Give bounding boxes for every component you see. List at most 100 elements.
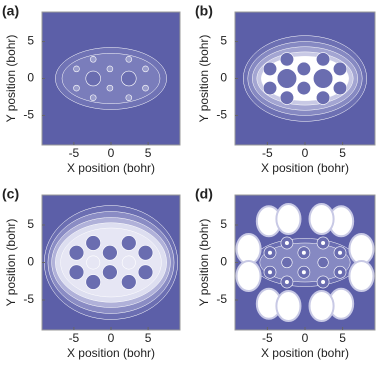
x-tick-label: 0: [302, 146, 309, 160]
atom-contour: [106, 65, 114, 73]
atom-contour: [85, 235, 101, 251]
atom-contour: [137, 245, 154, 261]
ring-center: [121, 255, 136, 270]
atom-core: [267, 250, 272, 255]
atom-contour: [279, 52, 295, 67]
y-axis-label: Y position (bohr): [197, 35, 211, 123]
contour-lobe: [348, 233, 375, 265]
x-axis-label: X position (bohr): [67, 346, 155, 360]
atom-contour: [315, 52, 331, 67]
contour-band: [261, 56, 349, 101]
y-axis-label: Y position (bohr): [4, 35, 18, 123]
atom-contour: [296, 61, 311, 76]
y-tick-label: 5: [220, 34, 227, 48]
x-tick-label: 5: [145, 146, 152, 160]
y-tick-label: -5: [216, 292, 227, 306]
y-axis-label: Y position (bohr): [197, 219, 211, 307]
y-tick-label: 5: [27, 217, 34, 231]
contour-lobe: [275, 290, 302, 322]
x-tick-label: -5: [262, 146, 273, 160]
atom-contour: [89, 94, 97, 101]
ring-center: [317, 256, 329, 269]
atom-contour: [102, 245, 118, 261]
ring-center: [85, 70, 101, 87]
panel-label: (b): [195, 3, 213, 19]
y-tick-label: -5: [23, 292, 34, 306]
atom-core: [301, 250, 306, 255]
contour-band: [60, 227, 162, 298]
panel-label: (a): [2, 3, 19, 19]
atom-contour: [315, 90, 331, 105]
panel-label: (c): [2, 186, 19, 202]
x-tick-label: 5: [145, 331, 152, 345]
x-tick-label: 5: [339, 146, 346, 160]
y-tick-label: 0: [220, 71, 227, 85]
atom-contour: [73, 84, 80, 92]
atom-contour: [106, 84, 114, 92]
contour-band: [259, 242, 351, 283]
x-tick-label: 0: [108, 331, 115, 345]
atom-contour: [68, 245, 85, 261]
ring-center: [281, 256, 293, 269]
contour-lobe: [308, 290, 335, 322]
atom-contour: [262, 61, 278, 76]
y-tick-label: 5: [27, 34, 34, 48]
atom-core: [284, 241, 289, 245]
contour-band: [61, 53, 161, 104]
atom-contour: [85, 274, 101, 290]
atom-contour: [332, 81, 348, 96]
x-axis-label: X position (bohr): [67, 161, 155, 175]
atom-contour: [332, 61, 348, 76]
contour-lobe: [235, 233, 262, 265]
atom-contour: [296, 81, 311, 96]
y-axis-label: Y position (bohr): [4, 219, 18, 307]
panel-label: (d): [195, 186, 213, 202]
atom-contour: [125, 94, 133, 101]
x-tick-label: 0: [302, 331, 309, 345]
x-tick-label: -5: [262, 331, 273, 345]
atom-contour: [121, 274, 137, 290]
atom-core: [321, 241, 326, 245]
atom-core: [301, 270, 306, 275]
atom-contour: [121, 235, 137, 251]
y-tick-label: -5: [23, 108, 34, 122]
contour-lobe: [275, 203, 302, 235]
ring-center: [121, 70, 137, 87]
atom-contour: [142, 65, 149, 73]
y-tick-label: 0: [27, 71, 34, 85]
atom-contour: [142, 84, 149, 92]
atom-contour: [68, 264, 85, 280]
ring-center: [276, 68, 298, 89]
atom-contour: [89, 56, 97, 63]
x-axis-label: X position (bohr): [261, 161, 349, 175]
atom-core: [284, 280, 289, 284]
atom-contour: [73, 65, 80, 73]
ring-center: [86, 255, 101, 270]
x-axis-label: X position (bohr): [261, 346, 349, 360]
atom-contour: [262, 81, 278, 96]
atom-contour: [279, 90, 295, 105]
contour-lobe: [235, 260, 262, 292]
atom-contour: [102, 264, 118, 280]
atom-core: [267, 270, 272, 275]
x-tick-label: -5: [69, 146, 80, 160]
atom-core: [321, 280, 326, 284]
x-tick-label: 5: [339, 331, 346, 345]
contour-lobe: [348, 260, 375, 292]
contour-lobe: [308, 203, 335, 235]
y-tick-label: -5: [216, 108, 227, 122]
y-tick-label: 5: [220, 217, 227, 231]
x-tick-label: 0: [108, 146, 115, 160]
atom-core: [338, 250, 343, 255]
atom-contour: [125, 56, 133, 63]
y-tick-label: 0: [27, 255, 34, 269]
atom-core: [338, 270, 343, 275]
x-tick-label: -5: [69, 331, 80, 345]
atom-contour: [137, 264, 154, 280]
ring-center: [312, 68, 334, 89]
